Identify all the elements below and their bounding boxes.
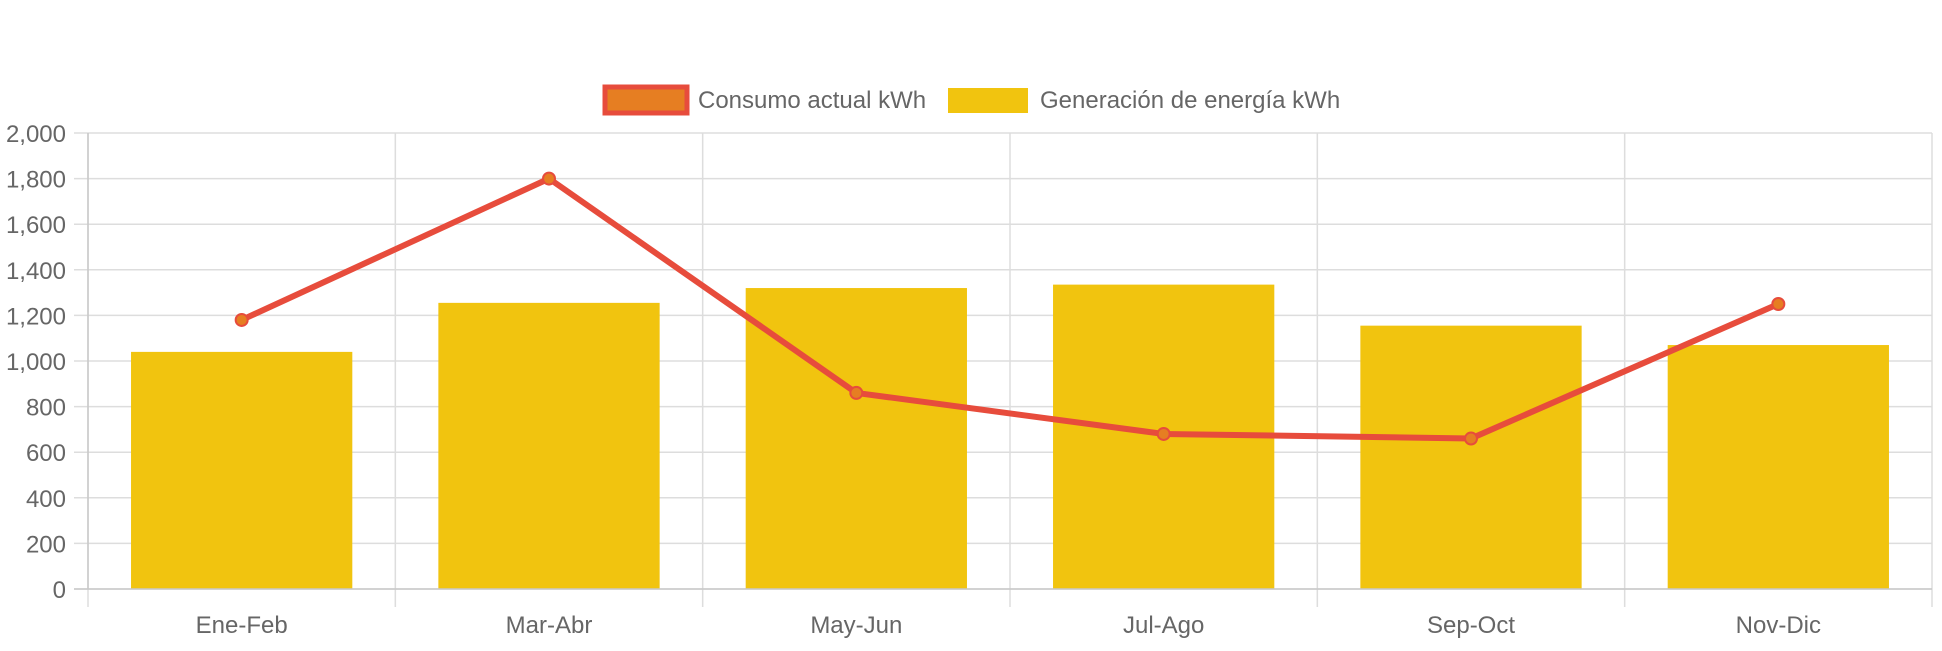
y-tick-label: 800	[26, 395, 66, 422]
y-tick-label: 1,800	[6, 167, 66, 194]
x-tick-label: May-Jun	[810, 612, 902, 639]
x-tick-label: Mar-Abr	[506, 612, 593, 639]
point-may-jun[interactable]	[849, 385, 864, 400]
point-nov-dic[interactable]	[1771, 297, 1786, 311]
consumo-line	[238, 175, 1782, 442]
bar-nov-dic[interactable]	[1667, 345, 1889, 589]
line-series-consumo	[234, 171, 1786, 446]
y-tick-label: 400	[26, 486, 66, 513]
legend: Consumo actual kWh Generación de energía…	[602, 84, 1340, 116]
y-tick-label: 200	[26, 531, 66, 558]
point-ene-feb[interactable]	[234, 312, 249, 327]
bar-ene-feb[interactable]	[131, 351, 353, 589]
y-tick-label: 1,000	[6, 349, 66, 376]
bar-series-generacion	[131, 284, 1889, 589]
legend-swatch-generacion[interactable]	[948, 88, 1028, 113]
y-tick-label: 2,000	[6, 121, 66, 148]
grid-lines	[74, 132, 1933, 607]
y-tick-label: 1,200	[6, 303, 66, 330]
legend-swatch-consumo[interactable]	[602, 84, 690, 116]
x-tick-label: Nov-Dic	[1736, 612, 1821, 639]
bar-sep-oct[interactable]	[1360, 325, 1582, 589]
bar-may-jun[interactable]	[745, 288, 967, 589]
y-tick-label: 600	[26, 440, 66, 467]
point-mar-abr[interactable]	[542, 171, 556, 186]
point-jul-ago[interactable]	[1156, 426, 1171, 441]
y-tick-label: 1,400	[6, 258, 66, 285]
legend-label-generacion[interactable]: Generación de energía kWh	[1040, 87, 1340, 114]
y-tick-label: 0	[53, 577, 66, 604]
axes: 0 200 400 600 800 1,000 1,200 1,400 1,600 1,800 2,…	[6, 121, 1932, 639]
bar-mar-abr[interactable]	[438, 302, 660, 589]
point-sep-oct[interactable]	[1464, 431, 1478, 446]
x-tick-label: Ene-Feb	[196, 612, 288, 639]
x-tick-label: Sep-Oct	[1427, 612, 1515, 639]
legend-label-consumo[interactable]: Consumo actual kWh	[698, 87, 926, 114]
x-tick-label: Jul-Ago	[1123, 612, 1204, 639]
y-tick-label: 1,600	[6, 212, 66, 239]
